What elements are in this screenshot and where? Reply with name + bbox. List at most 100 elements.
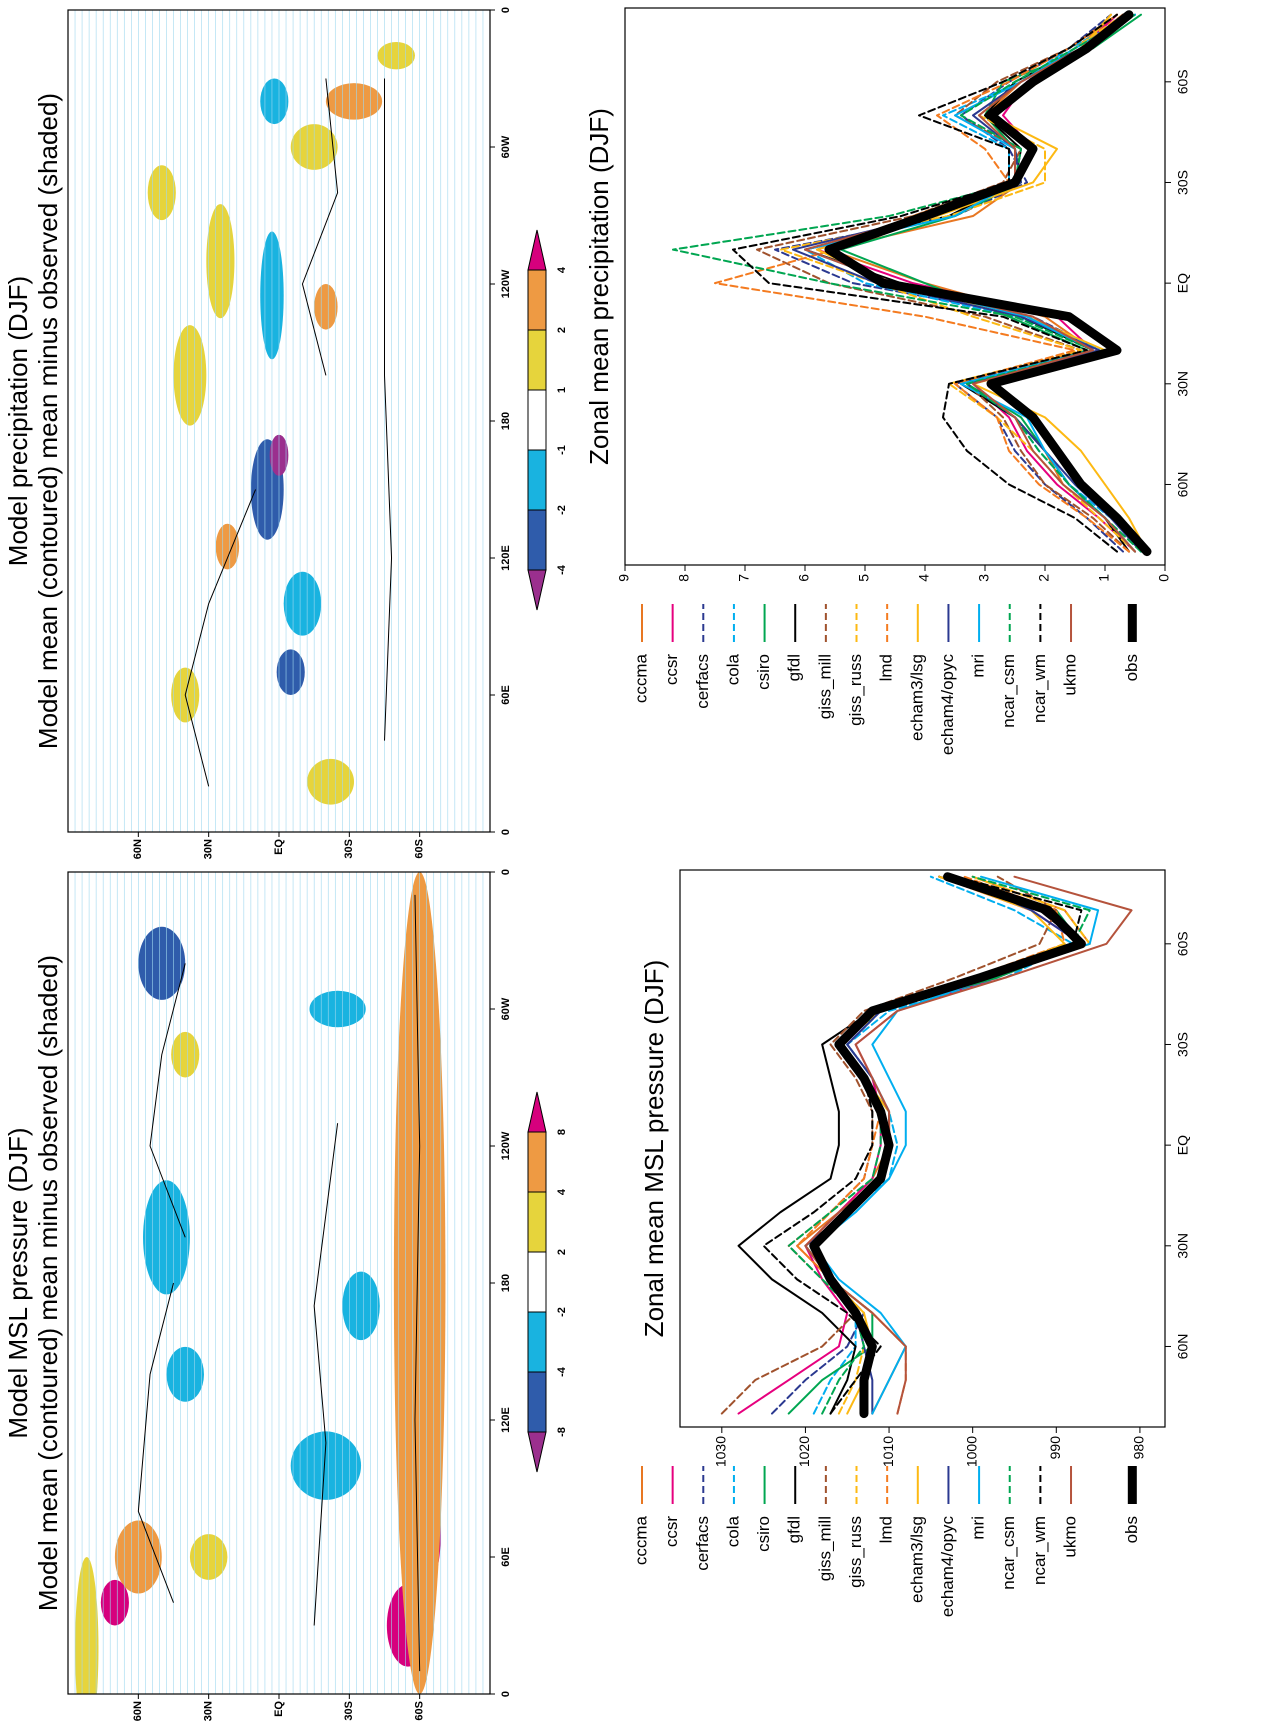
y-tick-label: 30N [203,839,215,859]
y-tick-label: 9 [616,574,632,582]
anomaly-patch [314,283,338,330]
colorbar-label: 4 [556,266,568,273]
legend-label: cccma [631,653,650,703]
anomaly-patch [309,990,366,1028]
map-subtitle: Model mean (contoured) mean minus observ… [33,955,63,1611]
legend-label: mri [969,654,988,678]
series-line [792,13,1142,553]
y-tick-label: 5 [856,574,872,582]
x-tick-label: 120E [500,1407,512,1433]
x-tick-label: 120W [500,1131,512,1160]
y-tick-label: 2 [1036,574,1052,582]
colorbar-box [527,1191,547,1253]
colorbar-box [527,1251,547,1313]
anomaly-patch [215,523,240,570]
colorbar-end [527,569,547,611]
y-tick-label: 1010 [880,1436,896,1467]
legend-label: ncar_wm [1030,654,1049,723]
anomaly-patch [276,649,305,695]
anomaly-patch [325,83,383,120]
y-tick-label: 1030 [713,1436,729,1467]
y-tick-label: 60N [132,1701,144,1721]
anomaly-patch [100,1579,129,1626]
y-tick-label: 3 [976,574,992,582]
anomaly-patch [283,571,322,636]
anomaly-patch [147,165,176,221]
panel: Zonal mean precipitation (DJF) 0 1 2 3 4 5 6 7 8 9… [584,7,1191,755]
anomaly-patch [75,1557,99,1694]
map-field [68,872,490,1694]
legend-label: giss_mill [815,654,834,719]
x-tick-label: 0 [500,1691,512,1697]
map-title: Model MSL pressure (DJF) [3,1127,33,1438]
legend-label: echam4/opyc [938,1516,957,1618]
series-line [816,13,1136,553]
x-tick-label: 60S [1175,931,1191,956]
colorbar-end [527,1431,547,1473]
legend-label: ukmo [1061,654,1080,696]
y-tick-label: EQ [273,839,285,855]
colorbar-label: -4 [556,564,568,575]
panel: Zonal mean MSL pressure (DJF) 980 990 1000 1… [631,869,1191,1618]
legend-label: giss_mill [815,1516,834,1581]
colorbar-label: -4 [556,1366,568,1377]
y-tick-label: 1020 [796,1436,812,1467]
colorbar-label: 8 [556,1129,568,1135]
y-tick-label: 7 [736,574,752,582]
colorbar-label: -2 [556,505,568,515]
contour-line [149,963,186,1238]
legend-label: ncar_csm [999,1516,1018,1590]
legend-label: ncar_wm [1030,1516,1049,1585]
x-tick-label: 60W [500,997,512,1020]
anomaly-patch [166,1346,204,1402]
colorbar-box [527,329,547,391]
x-tick-label: EQ [1175,1135,1191,1155]
y-tick-label: 30S [343,839,355,859]
series-line [774,13,1124,553]
colorbar-box [527,449,547,511]
plot-frame [679,869,1166,1428]
legend-label: ccsr [662,654,681,686]
series-line [714,13,1130,553]
series-line [732,13,1118,553]
colorbar-end [527,1091,547,1133]
anomaly-patch [173,325,207,426]
anomaly-patch [260,78,289,125]
chart-title: Zonal mean precipitation (DJF) [584,108,614,465]
y-tick-label: 30N [203,1701,215,1721]
legend-label: cerfacs [693,654,712,709]
legend-label: lmd [877,1516,896,1543]
colorbar-label: 2 [556,1249,568,1255]
legend-label: cccma [631,1515,650,1565]
y-tick-label: 1 [1096,574,1112,582]
y-tick-label: 4 [916,574,932,582]
x-tick-label: 0 [500,869,512,875]
map-subtitle: Model mean (contoured) mean minus observ… [33,93,63,749]
anomaly-patch [377,41,415,70]
map-title: Model precipitation (DJF) [3,276,33,566]
x-tick-label: 30S [1175,1032,1191,1057]
x-tick-label: 180 [500,1274,512,1292]
colorbar-box [527,1371,547,1433]
x-tick-label: 0 [500,7,512,13]
colorbar-end [527,229,547,271]
legend-label: cola [723,653,742,685]
series-line [804,875,1066,1415]
series-line [824,10,1152,557]
legend-label: echam3/lsg [907,1516,926,1603]
panel: Model precipitation (DJF) Model mean (con… [3,7,568,859]
x-tick-label: 30N [1175,1233,1191,1259]
colorbar-label: 1 [556,387,568,393]
colorbar-box [527,1131,547,1193]
x-tick-label: 120E [500,545,512,571]
x-tick-label: 60N [1175,472,1191,498]
chart-title: Zonal mean MSL pressure (DJF) [639,960,669,1338]
colorbar-label: -8 [556,1427,568,1437]
map-field [68,10,490,832]
legend-label: gfdl [785,1516,804,1543]
contour-line [184,489,257,787]
series-line [756,13,1130,553]
x-tick-label: 30N [1175,371,1191,397]
legend-label: mri [969,1516,988,1540]
